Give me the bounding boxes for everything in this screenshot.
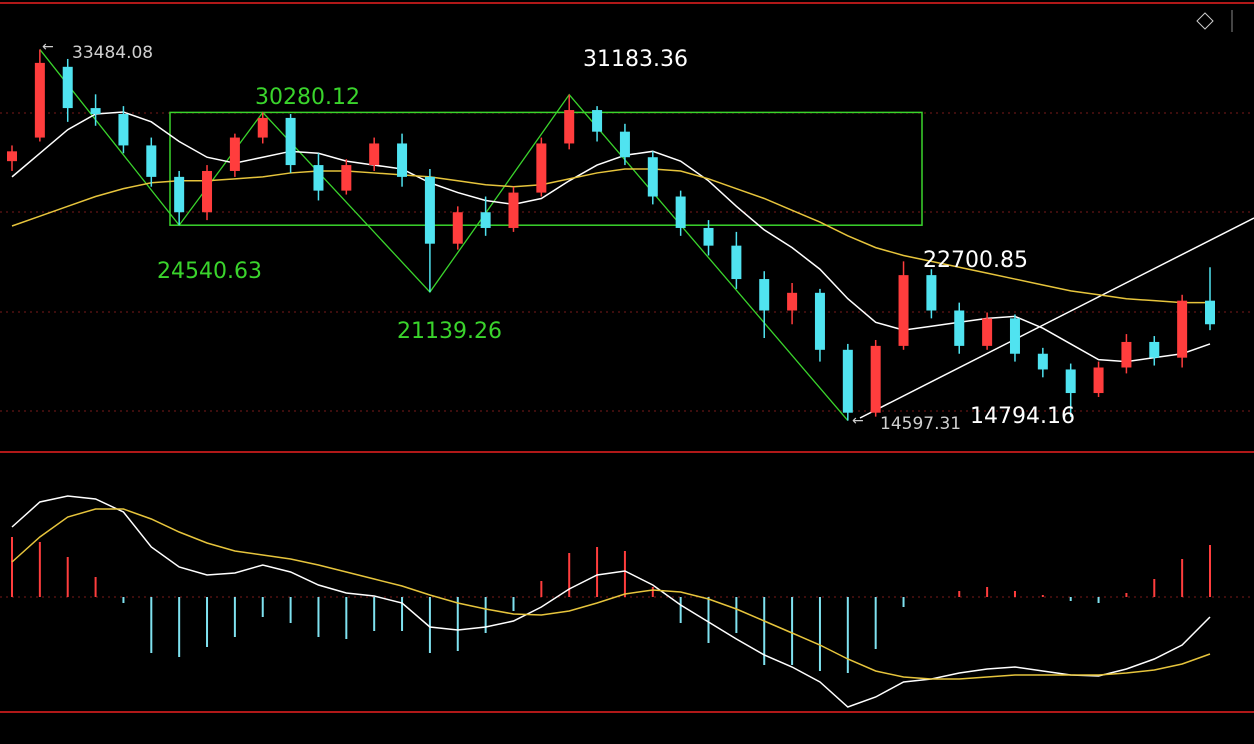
price-annotation: 22700.85 <box>923 248 1028 273</box>
candle-body <box>647 157 658 197</box>
candle-body <box>1093 367 1104 394</box>
price-annotation: 14794.16 <box>970 404 1075 429</box>
candle-body <box>703 227 714 246</box>
candle-body <box>898 275 909 346</box>
candle-body <box>982 318 993 346</box>
candle-body <box>787 292 798 311</box>
candle-body <box>174 176 185 213</box>
macd-line <box>11 508 1211 680</box>
candle-body <box>480 212 491 228</box>
candle-body <box>146 145 157 177</box>
candle-body <box>1205 300 1215 325</box>
candle-body <box>1009 318 1020 354</box>
candle-body <box>731 245 742 280</box>
candle-body <box>285 117 296 166</box>
candle-body <box>1121 341 1132 368</box>
candle-body <box>592 110 603 132</box>
price-annotation: 21139.26 <box>397 319 502 344</box>
candle-body <box>452 212 463 244</box>
candle-body <box>564 110 575 144</box>
candle-body <box>257 117 268 138</box>
candle-body <box>842 349 853 413</box>
candle-body <box>1037 353 1048 370</box>
candle-body <box>229 137 240 171</box>
trend-line <box>859 217 1254 419</box>
candle-body <box>619 131 630 158</box>
price-annotation: 33484.08 <box>72 43 153 63</box>
candle-body <box>90 108 101 114</box>
candle-body <box>954 310 965 346</box>
price-annotation: 24540.63 <box>157 259 262 284</box>
candle-body <box>34 62 45 138</box>
candle-body <box>341 165 352 191</box>
candle-body <box>759 279 770 311</box>
candle-body <box>397 143 408 177</box>
candle-body <box>369 143 380 166</box>
macd-line <box>11 495 1211 708</box>
candle-body <box>7 151 17 162</box>
diamond-icon[interactable] <box>1196 12 1214 30</box>
price-annotation: 14597.31 <box>880 414 961 434</box>
price-annotation: 31183.36 <box>583 47 688 72</box>
candle-body <box>1065 369 1076 394</box>
candle-body <box>424 176 435 244</box>
candle-body <box>814 292 825 350</box>
candle-body <box>870 345 881 413</box>
candle-body <box>118 113 129 146</box>
moving-average-line <box>11 111 1211 363</box>
range-box <box>169 111 923 226</box>
price-annotation: 30280.12 <box>255 85 360 110</box>
candle-body <box>536 143 547 193</box>
pivot-arrow: ← <box>852 413 864 429</box>
candle-body <box>1149 341 1160 358</box>
candle-body <box>1177 300 1188 358</box>
candle-body <box>926 275 937 311</box>
candle-body <box>313 165 324 191</box>
candle-body <box>62 66 73 109</box>
candle-body <box>508 192 519 228</box>
pivot-arrow: ← <box>42 39 54 55</box>
candle-body <box>202 170 213 213</box>
guide-lines <box>0 112 1254 598</box>
candle-body <box>675 196 686 228</box>
zigzag-line <box>39 49 849 422</box>
